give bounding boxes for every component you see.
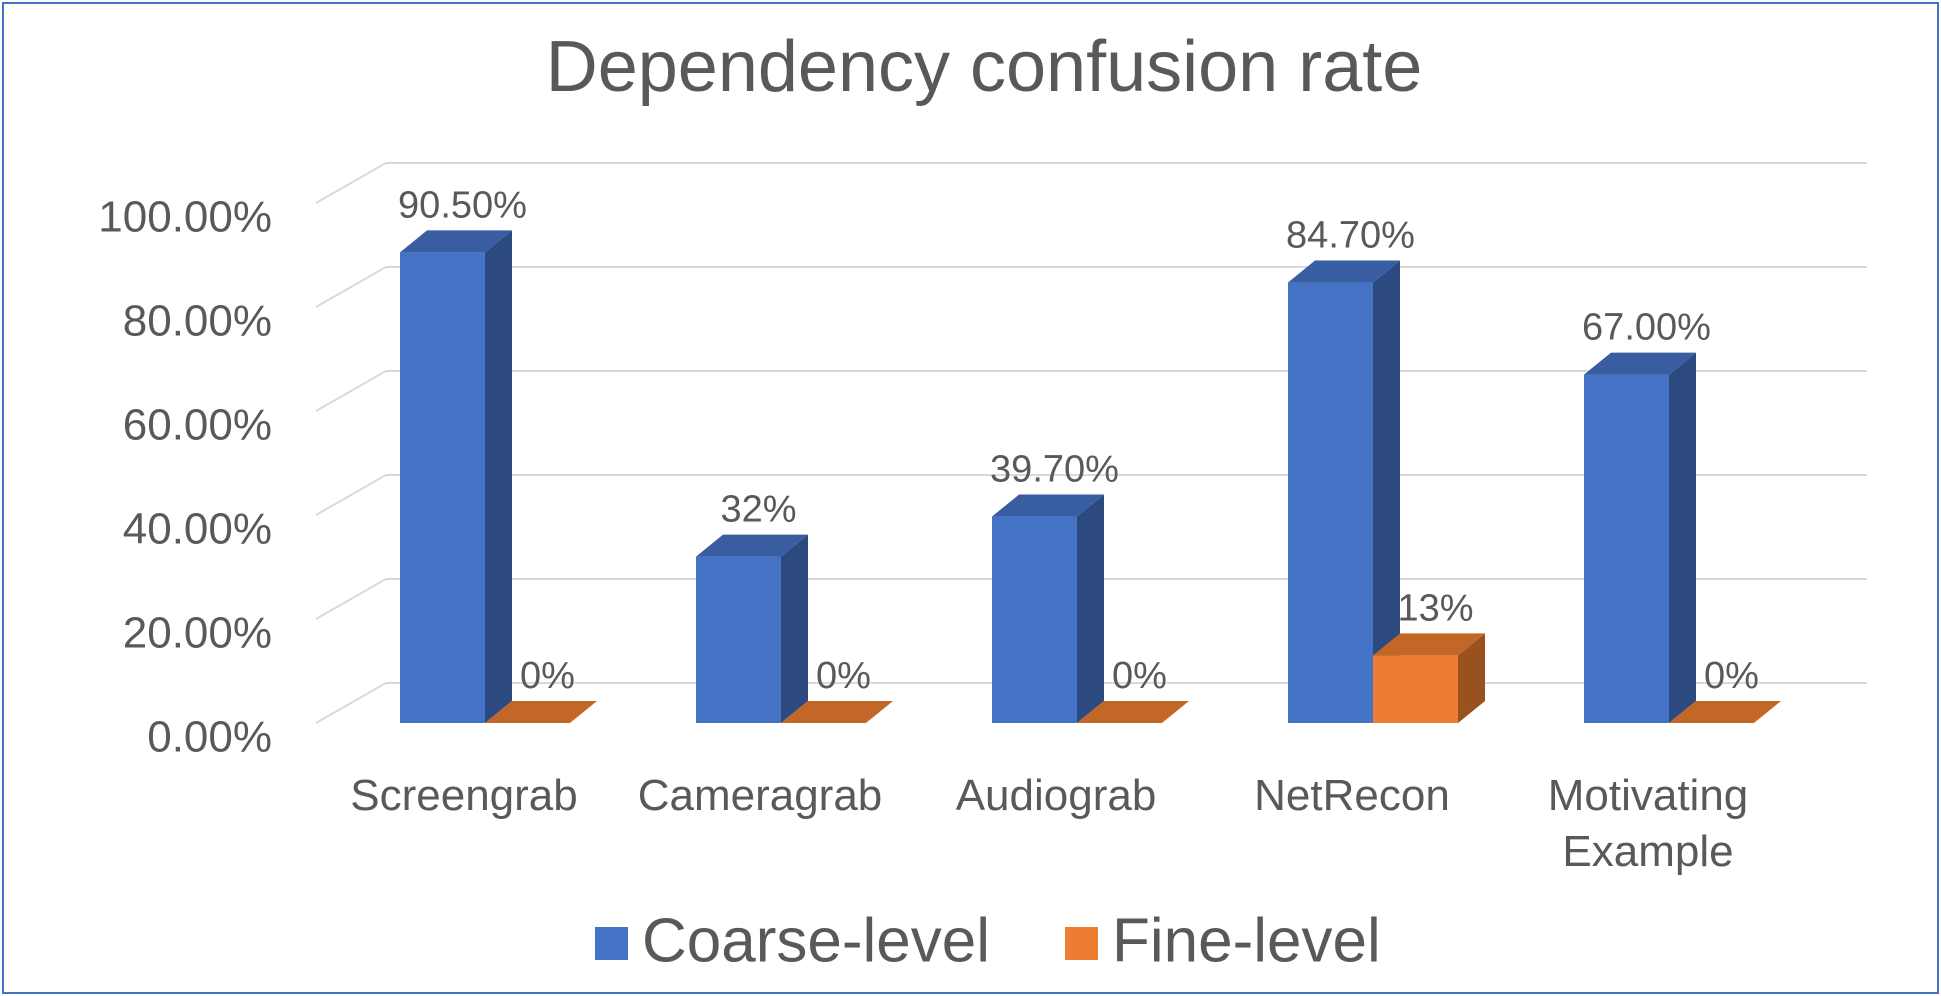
data-label: 84.70%: [1286, 215, 1415, 257]
bar: [1584, 374, 1669, 723]
data-label: 13%: [1397, 587, 1473, 629]
x-tick-label: Audiograb: [955, 771, 1157, 820]
bar-top: [485, 701, 597, 723]
data-label: 0%: [1112, 655, 1167, 697]
bar: [1373, 655, 1458, 723]
bar-top: [400, 230, 512, 253]
bar: [400, 252, 485, 723]
bar-side: [1373, 260, 1400, 723]
y-tick-label: 0.00%: [147, 713, 272, 762]
x-tick-label: Motivating Example: [1547, 771, 1749, 876]
bar: [1288, 282, 1373, 723]
bar-top: [1373, 633, 1485, 656]
x-tick-label: Cameragrab: [637, 771, 883, 820]
data-label: 0%: [1704, 655, 1759, 697]
x-tick-label: Screengrab: [350, 771, 578, 820]
legend-swatch: [595, 927, 628, 960]
legend-label: Fine-level: [1112, 906, 1381, 975]
bar-top: [1077, 701, 1189, 723]
bar-side: [1669, 352, 1696, 723]
bar-side: [1077, 494, 1104, 723]
bar-top: [781, 701, 893, 723]
bar: [696, 556, 781, 723]
y-tick-label: 60.00%: [123, 401, 272, 450]
data-label: 67.00%: [1582, 307, 1711, 349]
chart-title: Dependency confusion rate: [546, 27, 1423, 107]
y-tick-label: 100.00%: [98, 193, 272, 242]
data-label: 39.70%: [990, 449, 1119, 491]
data-label: 0%: [816, 655, 871, 697]
bar-side: [781, 534, 808, 723]
bar-side: [485, 230, 512, 723]
grid-line: [315, 162, 1867, 204]
grid-line: [315, 266, 1867, 308]
bar-top: [696, 534, 808, 557]
data-label: 90.50%: [398, 184, 527, 226]
bar-top: [1288, 260, 1400, 283]
legend-swatch: [1065, 927, 1098, 960]
y-tick-label: 40.00%: [123, 505, 272, 554]
legend-label: Coarse-level: [642, 906, 990, 975]
bar-side: [1458, 633, 1485, 723]
bar: [992, 516, 1077, 723]
y-tick-label: 80.00%: [123, 297, 272, 346]
bar-top: [992, 494, 1104, 517]
x-tick-label: NetRecon: [1254, 771, 1450, 820]
bar-top: [1669, 701, 1781, 723]
data-label: 0%: [520, 655, 575, 697]
data-label: 32%: [720, 489, 796, 531]
bar-top: [1584, 352, 1696, 375]
y-tick-label: 20.00%: [123, 609, 272, 658]
